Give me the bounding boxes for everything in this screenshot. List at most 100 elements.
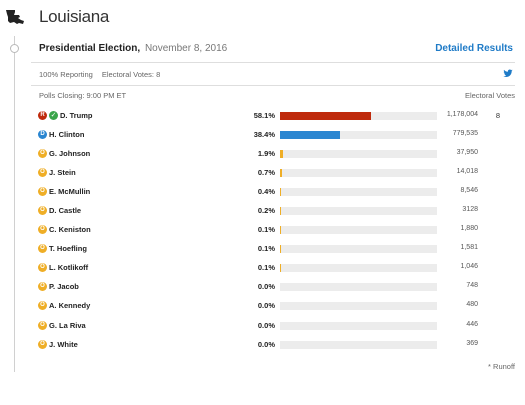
candidate-badges: O	[38, 263, 47, 273]
candidate-name: D. Trump	[60, 111, 93, 120]
party-badge-icon: O	[38, 168, 47, 177]
candidate-row: O C. Keniston 0.1% 1,880	[38, 224, 478, 238]
candidate-badges: O	[38, 282, 47, 292]
candidate-row: O G. La Riva 0.0% 446	[38, 320, 478, 334]
candidate-name: G. La Riva	[49, 321, 86, 330]
candidate-votes: 3128	[462, 206, 478, 213]
candidate-votes: 14,018	[456, 168, 478, 175]
vote-share-bar-track	[280, 245, 437, 253]
candidate-percent: 0.0%	[257, 282, 275, 291]
election-date: November 8, 2016	[144, 43, 228, 54]
candidate-badges: O	[38, 187, 47, 197]
twitter-icon[interactable]	[503, 69, 513, 78]
status-line: 100% Reporting Electoral Votes: 8	[39, 70, 167, 79]
state-name: Louisiana	[39, 7, 110, 26]
party-badge-icon: O	[38, 244, 47, 253]
candidate-name: H. Clinton	[49, 130, 85, 139]
candidate-percent: 58.1%	[253, 111, 275, 120]
vote-share-bar-track	[280, 264, 437, 272]
timeline-dot	[10, 44, 19, 53]
candidate-name: C. Keniston	[49, 225, 91, 234]
candidate-name: T. Hoefling	[49, 244, 87, 253]
party-badge-icon: O	[38, 263, 47, 272]
candidate-name: D. Castle	[49, 206, 82, 215]
vote-share-bar-fill	[280, 150, 283, 158]
divider	[31, 85, 515, 86]
candidate-row: O D. Castle 0.2% 3128	[38, 205, 478, 219]
candidate-badges: O	[38, 340, 47, 350]
party-badge-icon: O	[38, 225, 47, 234]
candidate-votes: 1,178,004	[446, 111, 478, 118]
candidate-badges: R ✓	[38, 111, 58, 121]
vote-share-bar-track	[280, 302, 437, 310]
candidate-votes: 369	[466, 340, 478, 347]
party-badge-icon: O	[38, 301, 47, 310]
candidate-name: L. Kotlikoff	[49, 263, 89, 272]
party-badge-icon: O	[38, 321, 47, 330]
winner-check-icon: ✓	[49, 111, 58, 120]
candidate-badges: O	[38, 244, 47, 254]
vote-share-bar-track	[280, 188, 437, 196]
party-badge-icon: O	[38, 187, 47, 196]
election-title: Presidential Election,	[39, 43, 141, 54]
candidate-name: P. Jacob	[49, 282, 79, 291]
timeline-line	[14, 36, 15, 372]
vote-share-bar-fill	[280, 188, 281, 196]
vote-share-bar-track	[280, 112, 437, 120]
candidate-row: O L. Kotlikoff 0.1% 1,046	[38, 262, 478, 276]
candidate-badges: O	[38, 206, 47, 216]
divider	[31, 62, 515, 63]
party-badge-icon: O	[38, 340, 47, 349]
vote-share-bar-track	[280, 341, 437, 349]
candidate-badges: O	[38, 321, 47, 331]
candidate-row: O J. Stein 0.7% 14,018	[38, 167, 478, 181]
party-badge-icon: O	[38, 149, 47, 158]
vote-share-bar-track	[280, 131, 437, 139]
candidate-votes: 37,950	[456, 149, 478, 156]
candidate-percent: 0.0%	[257, 321, 275, 330]
candidate-percent: 1.9%	[257, 149, 275, 158]
vote-share-bar-track	[280, 169, 437, 177]
vote-share-bar-track	[280, 322, 437, 330]
party-badge-icon: R	[38, 111, 47, 120]
party-badge-icon: O	[38, 206, 47, 215]
candidate-percent: 0.1%	[257, 244, 275, 253]
election-heading: Presidential Election, November 8, 2016	[39, 43, 227, 54]
candidate-row: O G. Johnson 1.9% 37,950	[38, 148, 478, 162]
vote-share-bar-track	[280, 226, 437, 234]
candidate-row: D H. Clinton 38.4% 779,535	[38, 129, 478, 143]
candidate-row: O P. Jacob 0.0% 748	[38, 281, 478, 295]
reporting-status: 100% Reporting	[39, 70, 93, 79]
candidate-row: O E. McMullin 0.4% 8,546	[38, 186, 478, 200]
candidate-votes: 8,546	[460, 187, 478, 194]
louisiana-state-icon	[6, 10, 24, 24]
candidate-row: R ✓ D. Trump 58.1% 1,178,004	[38, 110, 478, 124]
candidate-badges: D	[38, 130, 47, 140]
candidate-row: O T. Hoefling 0.1% 1,581	[38, 243, 478, 257]
candidate-badges: O	[38, 225, 47, 235]
candidate-badges: O	[38, 168, 47, 178]
vote-share-bar-track	[280, 150, 437, 158]
candidate-percent: 0.2%	[257, 206, 275, 215]
candidate-badges: O	[38, 149, 47, 159]
candidate-percent: 0.0%	[257, 340, 275, 349]
candidate-name: G. Johnson	[49, 149, 91, 158]
candidate-name: A. Kennedy	[49, 301, 91, 310]
candidate-row: O A. Kennedy 0.0% 480	[38, 300, 478, 314]
electoral-votes-total: Electoral Votes: 8	[101, 70, 161, 79]
candidate-votes: 1,880	[460, 225, 478, 232]
detailed-results-link[interactable]: Detailed Results	[435, 43, 513, 54]
vote-share-bar-fill	[280, 112, 372, 120]
candidate-votes: 779,535	[452, 130, 478, 137]
candidate-percent: 0.1%	[257, 263, 275, 272]
candidate-votes: 1,046	[460, 263, 478, 270]
candidate-name: E. McMullin	[49, 187, 91, 196]
candidate-percent: 0.1%	[257, 225, 275, 234]
party-badge-icon: D	[38, 130, 47, 139]
candidate-percent: 0.7%	[257, 168, 275, 177]
candidate-percent: 38.4%	[253, 130, 275, 139]
candidate-votes: 1,581	[460, 244, 478, 251]
vote-share-bar-fill	[280, 131, 341, 139]
candidate-percent: 0.0%	[257, 301, 275, 310]
candidate-row: O J. White 0.0% 369	[38, 339, 478, 353]
